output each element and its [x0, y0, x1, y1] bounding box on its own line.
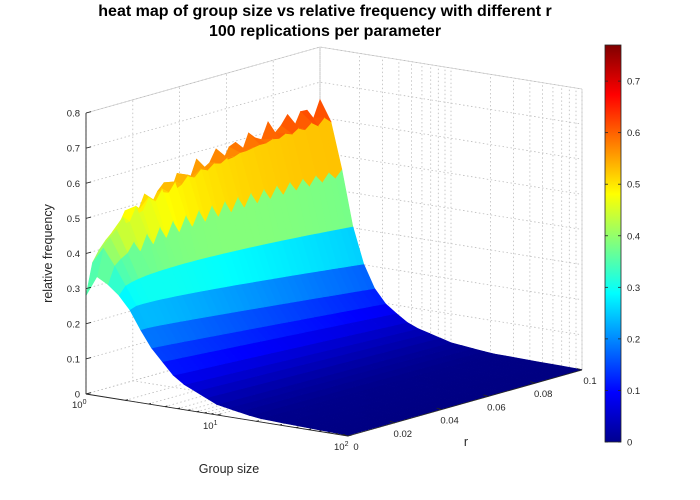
chart-title-line-2: 100 replications per parameter [208, 23, 442, 40]
z-tick-mark [85, 111, 92, 114]
z-tick-mark [85, 181, 92, 184]
group-size-tick-mark [256, 420, 260, 422]
r-tick-mark [576, 368, 583, 371]
back-wall-top-edge [85, 46, 583, 114]
surface [85, 98, 583, 436]
r-axis-label: r [464, 435, 468, 449]
colorbar-tick-label: 0.3 [627, 283, 640, 294]
z-tick-mark [85, 251, 92, 254]
tick-base: 10 [203, 421, 214, 432]
group-size-tick-mark [308, 428, 312, 431]
group-size-tick-label: 102 [334, 441, 349, 453]
z-tick-mark [85, 357, 92, 360]
r-tick-mark [389, 420, 395, 424]
chart-title-line-1: heat map of group size vs relative frequ… [98, 3, 552, 20]
z-tick-mark [85, 216, 92, 219]
z-tick-label: 0.3 [67, 284, 80, 295]
group-size-tick-mark [196, 410, 200, 413]
colorbar-tick-label: 0.4 [627, 231, 640, 242]
group-size-tick-mark [177, 407, 181, 410]
tick-base: 10 [334, 442, 345, 453]
z-tick-mark [85, 322, 92, 325]
group-size-tick-mark [148, 402, 152, 405]
group-size-tick-mark [125, 399, 129, 401]
colorbar-gradient [604, 44, 622, 443]
r-tick-label: 0 [353, 442, 358, 453]
group-size-tick-mark [164, 405, 168, 408]
tick-exponent: 0 [83, 399, 87, 406]
chart-title: heat map of group size vs relative frequ… [0, 2, 650, 42]
group-size-tick-mark [295, 426, 299, 429]
r-tick-label: 0.06 [487, 402, 506, 413]
group-size-tick-mark [347, 434, 353, 437]
z-tick-label: 0.1 [67, 354, 80, 365]
group-size-tick-label: 101 [203, 420, 218, 432]
group-size-tick-mark [279, 423, 283, 426]
z-tick-label: 0.4 [67, 249, 80, 260]
colorbar-tick-label: 0 [627, 438, 632, 449]
colorbar-tick-label: 0.5 [627, 180, 640, 191]
group-size-tick-mark [335, 432, 338, 435]
colorbar-tick-label: 0.2 [627, 334, 640, 345]
group-size-tick-mark [318, 430, 322, 432]
r-tick-mark [530, 381, 536, 384]
r-tick-mark [483, 394, 489, 397]
tick-exponent: 2 [345, 441, 349, 448]
tick-base: 10 [72, 400, 83, 411]
r-tick-label: 0.02 [394, 429, 413, 440]
z-tick-label: 0.5 [67, 214, 80, 225]
group-size-tick-mark [85, 392, 91, 395]
r-tick-label: 0.08 [534, 389, 553, 400]
r-axis-line [347, 369, 583, 437]
group-size-tick-mark [210, 412, 214, 415]
z-gridline [85, 116, 583, 184]
surface-patch [261, 121, 280, 140]
z-tick-label: 0 [75, 390, 80, 401]
z-gridline [85, 81, 583, 149]
group-size-tick-mark [187, 409, 191, 411]
z-tick-mark [85, 146, 92, 149]
r-tick-mark [342, 434, 349, 437]
tick-exponent: 1 [214, 420, 218, 427]
r-tick-label: 0.04 [440, 416, 459, 427]
z-tick-label: 0.8 [67, 109, 80, 120]
surface-patch [85, 248, 104, 296]
x-gridline [85, 47, 321, 395]
group-size-tick-mark [327, 431, 331, 434]
z-axis-label: relative frequency [41, 203, 55, 302]
z-tick-label: 0.2 [67, 319, 80, 330]
group-size-tick-mark [216, 413, 222, 416]
colorbar: 0 0.1 0.2 0.3 0.4 0.5 0.6 0.7 [604, 44, 640, 449]
group-size-tick-label: 100 [72, 399, 87, 411]
colorbar-tick-label: 0.6 [627, 128, 640, 139]
r-tick-mark [436, 407, 442, 411]
r-tick-label: 0.1 [583, 376, 596, 387]
group-size-tick-mark [204, 411, 207, 414]
z-tick-label: 0.6 [67, 179, 80, 190]
z-gridline [85, 46, 583, 114]
group-size-axis-label: Group size [199, 462, 259, 476]
colorbar-tick-label: 0.7 [627, 77, 640, 88]
colorbar-tick-label: 0.1 [627, 386, 640, 397]
z-tick-mark [85, 286, 92, 290]
axes: 0 0.1 0.2 0.3 0.4 0.5 0.6 0.7 0.8 relative freque… [41, 109, 597, 477]
z-tick-label: 0.7 [67, 144, 80, 155]
